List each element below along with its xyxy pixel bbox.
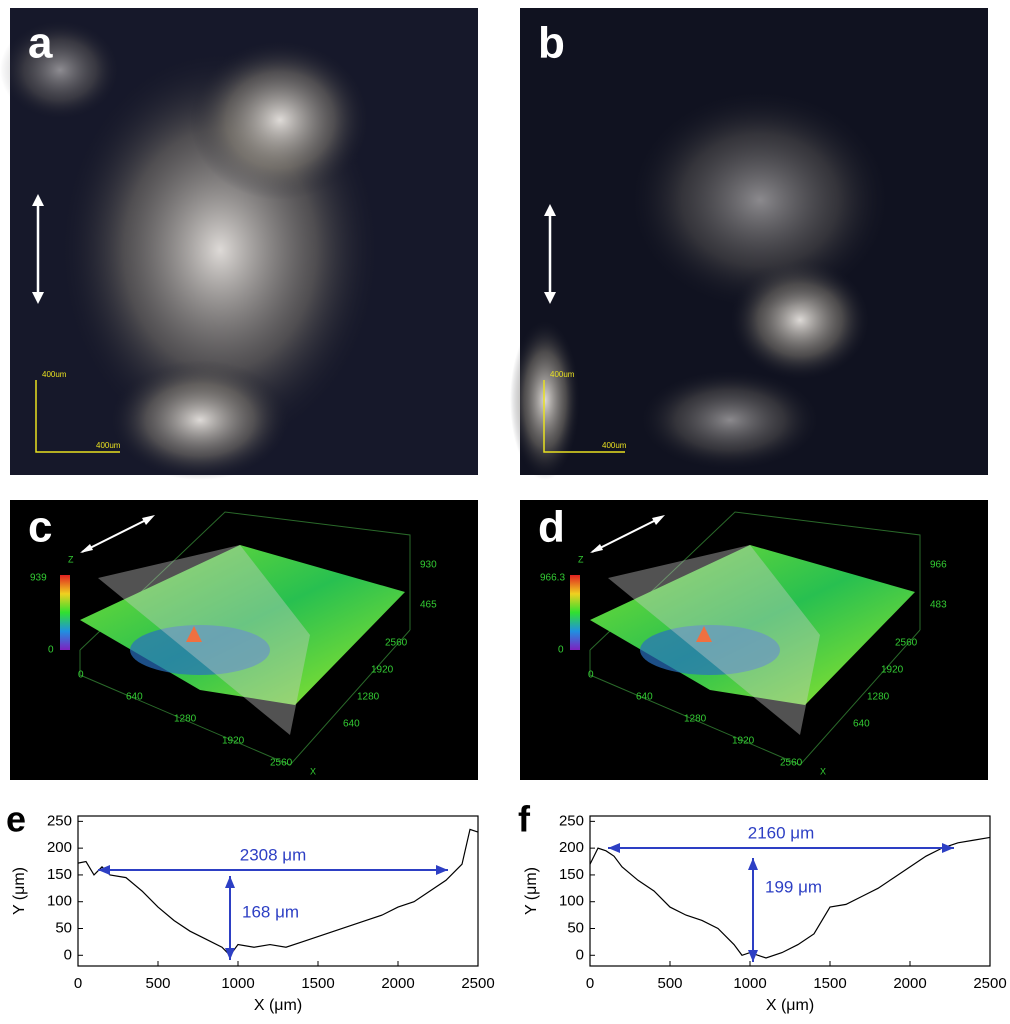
scale-label: 400um (550, 370, 575, 379)
y-tick-label: 100 (47, 893, 72, 910)
x-tick-label: 1500 (813, 975, 846, 992)
arrowhead (748, 950, 758, 962)
x-tick-label: 1000 (221, 975, 254, 992)
annotation-label: 2308 μm (240, 845, 307, 864)
figure: a 400um 400um b 400um 400um e 0 50 100 150 20… (0, 0, 1010, 1019)
x-tick-label: 2500 (461, 975, 494, 992)
annotation-label: 168 μm (242, 902, 299, 921)
panel-label: b (538, 19, 565, 68)
y-tick-label: 50 (567, 919, 584, 936)
x-tick-label: 640 (126, 692, 143, 703)
render-panel: d 966.3 0 Z X 966 483 0 640 1280 1920 2560 2560 1920 1… (520, 500, 988, 780)
x-tick-label: 1280 (174, 714, 197, 725)
y-tick-label: 640 (853, 719, 870, 730)
arrowhead (748, 858, 758, 870)
x-tick-label: 0 (586, 975, 594, 992)
panel-label: c (28, 503, 52, 552)
colorbar-label: 0 (558, 645, 564, 656)
z-tick-label: 465 (420, 600, 437, 611)
arrowhead (608, 843, 620, 853)
y-tick-label: 250 (47, 812, 72, 829)
micrograph-b (510, 8, 988, 480)
annotation-label: 199 μm (765, 877, 822, 896)
panel-label: a (28, 19, 53, 68)
x-tick-label: 0 (74, 975, 82, 992)
colorbar (60, 575, 70, 650)
y-tick-label: 2560 (895, 638, 918, 649)
arrowhead (225, 948, 235, 960)
y-tick-label: 1920 (371, 665, 394, 676)
x-axis-title: X (μm) (766, 997, 814, 1014)
x-tick-label: 2000 (893, 975, 926, 992)
y-tick-label: 50 (55, 919, 72, 936)
x-tick-label: 640 (636, 692, 653, 703)
axis-label: Z (68, 554, 74, 564)
colorbar (570, 575, 580, 650)
render-panel: c 939 0 Z X 930 465 0 640 1280 1920 2560 2560 1920 128… (10, 500, 478, 780)
axis-label: Z (578, 554, 584, 564)
x-tick-label: 0 (78, 670, 84, 681)
x-tick-label: 500 (145, 975, 170, 992)
scale-label: 400um (602, 441, 627, 450)
z-tick-label: 483 (930, 600, 947, 611)
x-tick-label: 2000 (381, 975, 414, 992)
y-tick-label: 640 (343, 719, 360, 730)
panel-label: e (6, 799, 26, 840)
z-tick-label: 930 (420, 560, 437, 571)
y-tick-label: 1280 (357, 692, 380, 703)
y-tick-label: 150 (47, 866, 72, 883)
x-axis-title: X (μm) (254, 997, 302, 1014)
x-tick-label: 0 (588, 670, 594, 681)
annotation-label: 2160 μm (748, 823, 815, 842)
colorbar-label: 0 (48, 645, 54, 656)
z-tick-label: 966 (930, 560, 947, 571)
x-tick-label: 1280 (684, 714, 707, 725)
y-tick-label: 150 (559, 866, 584, 883)
y-tick-label: 0 (64, 946, 72, 963)
x-tick-label: 1920 (732, 736, 755, 747)
panel-label: d (538, 503, 565, 552)
x-tick-label: 500 (657, 975, 682, 992)
y-tick-label: 1280 (867, 692, 890, 703)
y-tick-label: 100 (559, 893, 584, 910)
x-tick-label: 1500 (301, 975, 334, 992)
x-tick-label: 1920 (222, 736, 245, 747)
arrowhead (436, 865, 448, 875)
x-tick-label: 2500 (973, 975, 1006, 992)
y-tick-label: 0 (576, 946, 584, 963)
arrowhead (225, 876, 235, 888)
y-tick-label: 1920 (881, 665, 904, 676)
scale-label: 400um (42, 370, 67, 379)
colorbar-label: 939 (30, 573, 47, 584)
x-tick-label: 1000 (733, 975, 766, 992)
panel-label: f (518, 799, 531, 840)
arrowhead (98, 865, 110, 875)
micrograph-a (0, 8, 478, 480)
y-axis-title: Y (μm) (11, 867, 28, 915)
scale-label: 400um (96, 441, 121, 450)
y-tick-label: 250 (559, 812, 584, 829)
profile-line (590, 837, 990, 958)
colorbar-label: 966.3 (540, 573, 565, 584)
y-axis-title: Y (μm) (523, 867, 540, 915)
y-tick-label: 200 (559, 839, 584, 856)
axis-label: X (820, 766, 826, 776)
y-tick-label: 200 (47, 839, 72, 856)
x-tick-label: 2560 (780, 758, 803, 769)
axis-label: X (310, 766, 316, 776)
y-tick-label: 2560 (385, 638, 408, 649)
plot-frame (78, 816, 478, 966)
x-tick-label: 2560 (270, 758, 293, 769)
